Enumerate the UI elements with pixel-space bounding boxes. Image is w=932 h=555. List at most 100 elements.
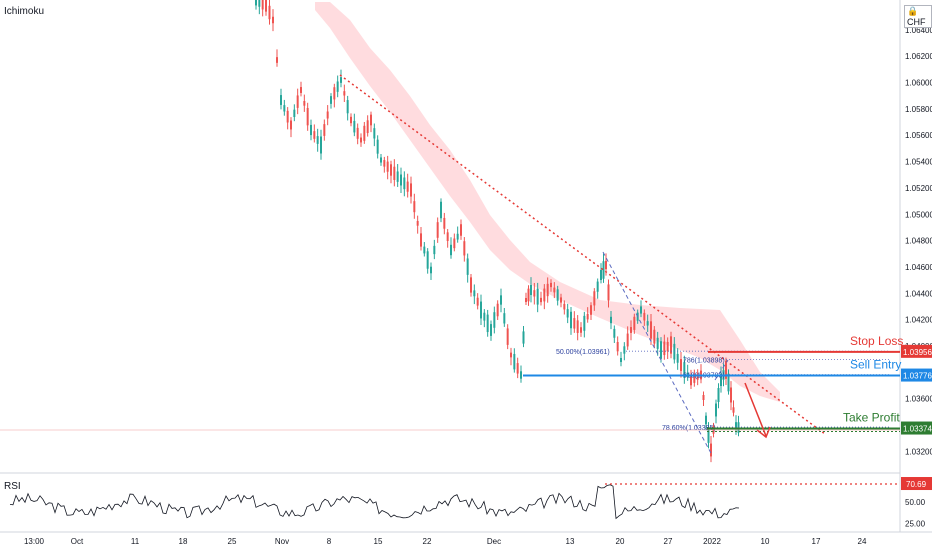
candle-body (670, 336, 672, 354)
rsi-line (9, 484, 740, 520)
candle-body (300, 87, 302, 93)
price-tag-label: 1.03956 (903, 348, 932, 357)
candle-body (333, 87, 336, 100)
candle-body (380, 157, 382, 163)
candle-body (693, 373, 696, 383)
candle-body (560, 297, 562, 303)
candle-body (390, 164, 392, 176)
candle-body (436, 222, 439, 238)
candle-body (446, 232, 449, 241)
candle-body (525, 297, 527, 303)
candle-body (440, 201, 442, 219)
candle-body (290, 120, 292, 130)
candle-body (660, 341, 662, 359)
y-tick-label: 1.05800 (905, 105, 932, 114)
candle-body (616, 342, 619, 352)
candle-body (326, 111, 329, 119)
candle-body (735, 422, 737, 428)
y-tick-label: 1.05400 (905, 158, 932, 167)
x-tick-label: Nov (275, 537, 289, 546)
candle-body (423, 246, 426, 254)
candle-body (363, 125, 366, 141)
y-tick-label: 1.06400 (905, 26, 932, 35)
candle-body (593, 291, 596, 306)
candle-body (410, 183, 412, 197)
rsi-label[interactable]: RSI (4, 481, 21, 492)
candle-body (383, 160, 386, 167)
candle-body (400, 174, 402, 186)
candle-body (707, 427, 710, 443)
candle-body (725, 361, 727, 379)
candle-body (268, 5, 271, 20)
candle-body (680, 359, 682, 371)
candle-body (663, 341, 666, 356)
candle-body (340, 77, 342, 83)
currency-badge[interactable]: 🔒CHF (904, 5, 932, 28)
y-tick-label: 1.04600 (905, 263, 932, 272)
price-tag-label: 1.03776 (903, 372, 932, 381)
candle-body (453, 238, 456, 249)
candle-body (630, 327, 632, 333)
candle-body (656, 337, 659, 349)
candle-body (276, 57, 278, 63)
y-tick-label: 1.06000 (905, 78, 932, 87)
candle-body (483, 312, 486, 321)
y-tick-label: 1.05600 (905, 131, 932, 140)
candle-body (376, 139, 379, 154)
y-tick-label: 1.03600 (905, 395, 932, 404)
candle-body (730, 387, 732, 403)
candle-body (643, 312, 646, 321)
candle-body (546, 283, 549, 297)
candle-body (536, 288, 539, 305)
candle-body (316, 136, 319, 144)
candle-body (626, 333, 629, 347)
candle-body (510, 352, 512, 358)
candle-body (393, 166, 396, 180)
y-tick-label: 1.05200 (905, 184, 932, 193)
candle-body (715, 403, 717, 417)
x-tick-label: 27 (664, 537, 673, 546)
indicator-label[interactable]: Ichimoku (4, 6, 45, 17)
candle-body (720, 373, 722, 387)
candle-body (610, 316, 612, 324)
candle-body (580, 327, 582, 333)
candle-body (396, 171, 399, 182)
fib-diagonal-line (602, 251, 713, 456)
x-tick-label: 17 (812, 537, 821, 546)
candle-body (570, 311, 572, 329)
candle-body (463, 241, 466, 256)
x-tick-label: 25 (228, 537, 237, 546)
price-tag (901, 344, 932, 358)
candle-body (646, 321, 649, 326)
rsi-tick-label: 50.00 (905, 498, 926, 507)
x-tick-label: 18 (179, 537, 188, 546)
candle-body (666, 341, 669, 352)
forecast-arrow-head (756, 426, 771, 439)
candle-body (373, 128, 376, 139)
rsi-tick-label: 25.00 (905, 519, 926, 528)
candle-body (676, 353, 679, 363)
candle-body (732, 407, 735, 413)
candle-body (486, 314, 489, 333)
y-tick-label: 1.04400 (905, 289, 932, 298)
y-tick-label: 1.04200 (905, 316, 932, 325)
candle-body (258, 0, 261, 7)
candle-body (576, 320, 579, 333)
candle-body (690, 374, 692, 386)
candle-body (456, 233, 459, 240)
x-tick-label: 13:00 (24, 537, 45, 546)
candle-body (450, 244, 452, 256)
candle-body (563, 303, 566, 310)
candle-body (702, 395, 705, 400)
candle-body (607, 284, 610, 301)
candle-body (296, 95, 299, 108)
y-tick-label: 1.06200 (905, 52, 932, 61)
candle-body (406, 181, 409, 192)
candle-body (605, 260, 607, 270)
candle-body (737, 422, 740, 433)
candle-body (430, 266, 432, 274)
candle-body (553, 287, 556, 293)
candle-body (293, 109, 296, 118)
